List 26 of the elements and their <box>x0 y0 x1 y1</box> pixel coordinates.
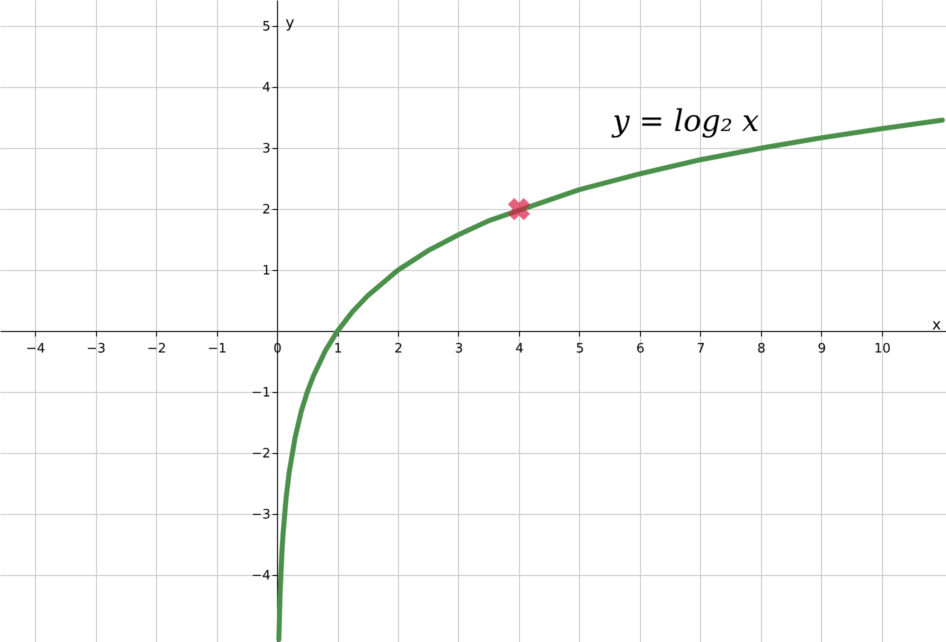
y-tick-label: −2 <box>251 446 271 462</box>
y-tick-label: −1 <box>251 386 271 401</box>
y-tick-label: 5 <box>262 20 271 35</box>
y-tick-label: 1 <box>262 264 271 279</box>
x-tick-label: 9 <box>818 342 826 357</box>
y-tick-label: −3 <box>251 507 271 522</box>
x-tick-label: 1 <box>334 342 342 357</box>
x-tick-label: 8 <box>757 342 766 357</box>
y-tick-label: 2 <box>262 202 271 218</box>
x-tick-label: 10 <box>874 342 891 357</box>
annotation: y = log₂ x <box>610 104 760 139</box>
x-tick-label: −1 <box>207 342 227 357</box>
y-tick-label: 4 <box>262 80 271 96</box>
x-tick-label: −2 <box>146 342 166 357</box>
x-tick-label: 6 <box>636 342 645 357</box>
x-tick-label: 5 <box>576 342 584 357</box>
x-tick-label: −3 <box>86 342 106 357</box>
x-tick-label: 3 <box>454 342 464 357</box>
x-tick-label: 7 <box>696 342 706 357</box>
x-tick-label: 4 <box>515 342 524 357</box>
y-tick-label: 3 <box>262 142 271 157</box>
x-axis-title: x <box>932 316 942 334</box>
x-tick-label: 2 <box>394 342 403 357</box>
y-axis-title: y <box>286 14 295 32</box>
x-tick-label: −4 <box>26 342 46 357</box>
y-tick-label: −4 <box>251 568 271 584</box>
